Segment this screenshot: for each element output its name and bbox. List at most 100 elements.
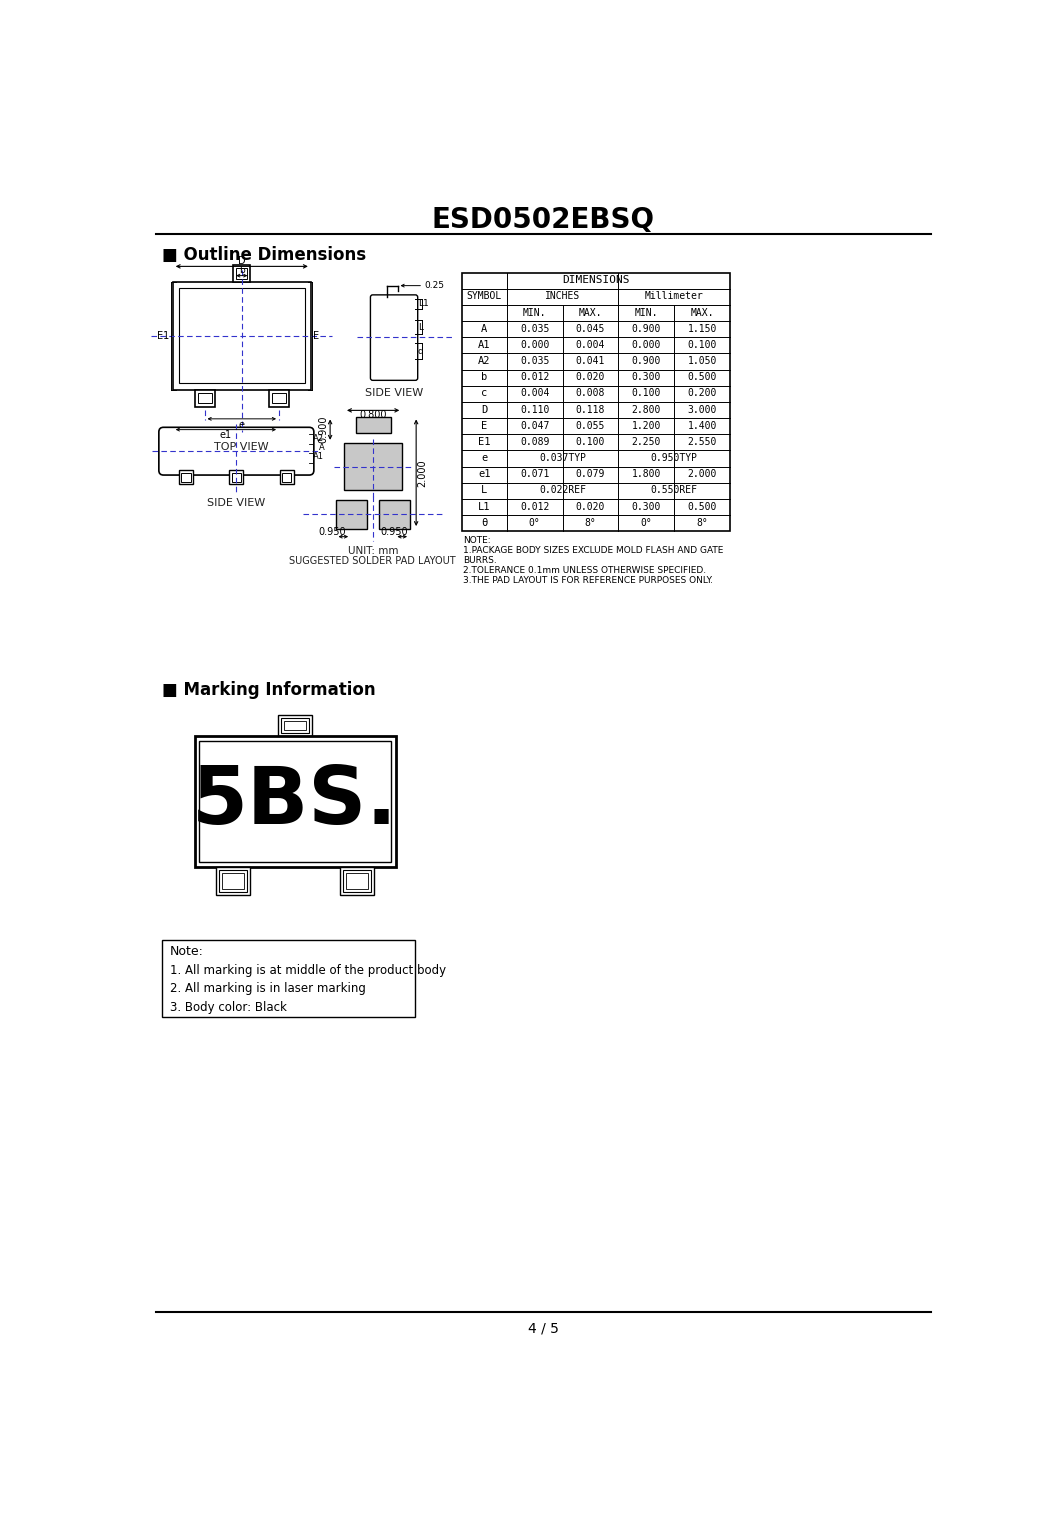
- Text: 0.900: 0.900: [319, 416, 329, 444]
- Text: 0.200: 0.200: [688, 389, 717, 398]
- Text: 0.950: 0.950: [319, 527, 347, 537]
- Text: 0.004: 0.004: [520, 389, 549, 398]
- Bar: [272, 392, 286, 403]
- Text: SYMBOL: SYMBOL: [466, 291, 502, 301]
- Text: 0.071: 0.071: [520, 469, 549, 480]
- Text: 2.000: 2.000: [418, 459, 427, 486]
- Text: A1: A1: [313, 453, 324, 462]
- Text: 0.500: 0.500: [688, 501, 717, 512]
- Text: 3. Body color: Black: 3. Body color: Black: [170, 1001, 286, 1013]
- Text: NOTE:: NOTE:: [463, 536, 491, 545]
- Text: 2.800: 2.800: [632, 404, 661, 415]
- Text: BURRS.: BURRS.: [463, 556, 497, 565]
- Bar: [219, 871, 247, 892]
- Text: L1: L1: [478, 501, 491, 512]
- Text: 0.000: 0.000: [632, 341, 661, 350]
- Text: 5BS.: 5BS.: [192, 763, 399, 840]
- Text: 0.950TYP: 0.950TYP: [651, 453, 697, 463]
- Text: 2.550: 2.550: [688, 438, 717, 447]
- Text: 0.800: 0.800: [359, 410, 387, 419]
- Text: b: b: [238, 266, 245, 276]
- Text: c: c: [481, 389, 488, 398]
- Text: A2: A2: [478, 356, 491, 366]
- Text: SIDE VIEW: SIDE VIEW: [207, 498, 265, 507]
- Text: 0.118: 0.118: [576, 404, 605, 415]
- Text: L: L: [481, 486, 488, 495]
- Text: 2.000: 2.000: [688, 469, 717, 480]
- FancyBboxPatch shape: [159, 427, 314, 475]
- Text: SUGGESTED SOLDER PAD LAYOUT: SUGGESTED SOLDER PAD LAYOUT: [289, 556, 456, 566]
- Bar: [356, 416, 390, 433]
- Text: A: A: [319, 442, 325, 451]
- Text: A: A: [481, 324, 488, 333]
- Text: D: D: [237, 256, 246, 265]
- Text: d: d: [418, 347, 423, 356]
- Text: 0.100: 0.100: [632, 389, 661, 398]
- Text: 3.THE PAD LAYOUT IS FOR REFERENCE PURPOSES ONLY.: 3.THE PAD LAYOUT IS FOR REFERENCE PURPOS…: [463, 575, 713, 584]
- Text: ESD0502EBSQ: ESD0502EBSQ: [431, 206, 655, 235]
- Bar: [232, 472, 241, 481]
- Bar: [343, 871, 371, 892]
- Bar: [199, 740, 391, 863]
- Text: 0.004: 0.004: [576, 341, 605, 350]
- Bar: [194, 736, 396, 868]
- Bar: [379, 500, 410, 528]
- Text: 0.900: 0.900: [632, 324, 661, 333]
- Text: TOP VIEW: TOP VIEW: [214, 442, 269, 453]
- Text: A2: A2: [313, 433, 324, 442]
- Text: 0.037TYP: 0.037TYP: [540, 453, 586, 463]
- Bar: [336, 500, 367, 528]
- Text: 0.089: 0.089: [520, 438, 549, 447]
- Text: 0.110: 0.110: [520, 404, 549, 415]
- Text: ■ Marking Information: ■ Marking Information: [162, 681, 375, 699]
- Text: 8°: 8°: [696, 518, 708, 528]
- FancyBboxPatch shape: [370, 295, 418, 380]
- Bar: [162, 940, 416, 1017]
- Text: 0.100: 0.100: [576, 438, 605, 447]
- Bar: [462, 273, 730, 531]
- Bar: [233, 265, 250, 282]
- Text: SIDE VIEW: SIDE VIEW: [365, 389, 423, 398]
- Text: 0°: 0°: [640, 518, 652, 528]
- Text: DIMENSIONS: DIMENSIONS: [562, 276, 630, 285]
- Bar: [281, 718, 310, 733]
- Bar: [344, 442, 402, 491]
- Text: INCHES: INCHES: [545, 291, 580, 301]
- Bar: [173, 282, 311, 389]
- Text: L: L: [418, 324, 423, 333]
- Bar: [280, 471, 294, 484]
- Text: 0.300: 0.300: [632, 372, 661, 382]
- Text: 0.055: 0.055: [576, 421, 605, 431]
- Bar: [347, 874, 368, 889]
- Text: 0.950: 0.950: [381, 527, 408, 537]
- Text: 1.400: 1.400: [688, 421, 717, 431]
- Text: Millimeter: Millimeter: [644, 291, 704, 301]
- Bar: [197, 392, 212, 403]
- Bar: [194, 389, 214, 407]
- Text: 0.100: 0.100: [688, 341, 717, 350]
- Bar: [216, 868, 250, 895]
- Text: MAX.: MAX.: [579, 307, 602, 318]
- Text: 4 / 5: 4 / 5: [528, 1322, 559, 1335]
- Text: 8°: 8°: [585, 518, 597, 528]
- Bar: [236, 268, 247, 279]
- Text: 1. All marking is at middle of the product body: 1. All marking is at middle of the produ…: [170, 963, 446, 977]
- Bar: [229, 471, 244, 484]
- Text: 0.020: 0.020: [576, 501, 605, 512]
- Bar: [181, 472, 191, 481]
- Text: 2. All marking is in laser marking: 2. All marking is in laser marking: [170, 983, 366, 995]
- Bar: [284, 721, 306, 730]
- Text: 0.045: 0.045: [576, 324, 605, 333]
- Text: 1.050: 1.050: [688, 356, 717, 366]
- Text: e: e: [238, 419, 245, 430]
- Text: Note:: Note:: [170, 945, 204, 958]
- Text: ■ Outline Dimensions: ■ Outline Dimensions: [162, 245, 366, 263]
- Text: 0.047: 0.047: [520, 421, 549, 431]
- Bar: [179, 471, 193, 484]
- Text: 0°: 0°: [529, 518, 541, 528]
- Text: 0.022REF: 0.022REF: [540, 486, 586, 495]
- Text: 0.035: 0.035: [520, 324, 549, 333]
- Text: 0.035: 0.035: [520, 356, 549, 366]
- Text: 1.800: 1.800: [632, 469, 661, 480]
- Text: L1: L1: [418, 298, 428, 307]
